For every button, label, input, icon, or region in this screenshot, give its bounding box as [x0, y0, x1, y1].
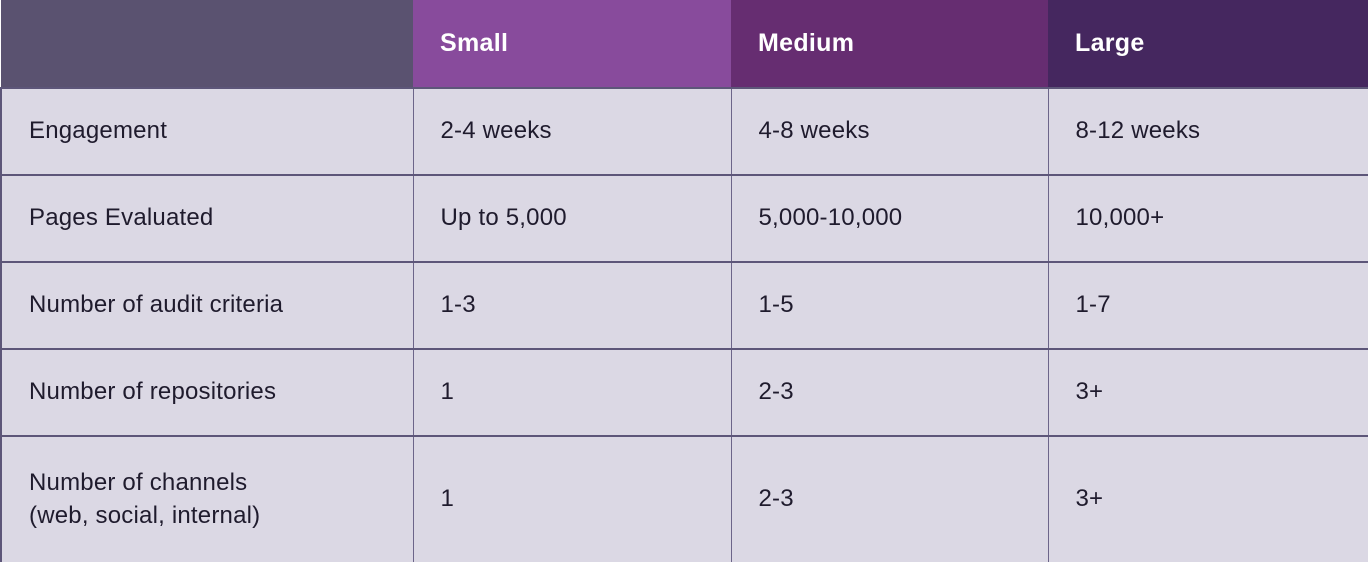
cell-small: Up to 5,000 [412, 174, 732, 263]
cell-medium: 4-8 weeks [730, 87, 1049, 176]
cell-medium: 2-3 [730, 348, 1049, 437]
cell-small: 1-3 [412, 261, 732, 350]
column-header-small: Small [413, 0, 731, 88]
row-label: Pages Evaluated [0, 174, 414, 263]
cell-large: 1-7 [1047, 261, 1368, 350]
cell-large: 8-12 weeks [1047, 87, 1368, 176]
table-row-repositories: Number of repositories 1 2-3 3+ [0, 348, 1368, 437]
row-label: Number of audit criteria [0, 261, 414, 350]
row-label: Number of channels (web, social, interna… [0, 435, 414, 562]
header-row: Small Medium Large [1, 0, 1368, 88]
cell-large: 10,000+ [1047, 174, 1368, 263]
column-header-medium: Medium [731, 0, 1048, 88]
cell-small: 1 [412, 435, 732, 562]
table-row-pages-evaluated: Pages Evaluated Up to 5,000 5,000-10,000… [0, 174, 1368, 263]
cell-medium: 1-5 [730, 261, 1049, 350]
cell-medium: 2-3 [730, 435, 1049, 562]
table-row-engagement: Engagement 2-4 weeks 4-8 weeks 8-12 week… [0, 87, 1368, 176]
cell-small: 2-4 weeks [412, 87, 732, 176]
cell-large: 3+ [1047, 348, 1368, 437]
cell-medium: 5,000-10,000 [730, 174, 1049, 263]
table-row-audit-criteria: Number of audit criteria 1-3 1-5 1-7 [0, 261, 1368, 350]
cell-large: 3+ [1047, 435, 1368, 562]
row-label: Engagement [0, 87, 414, 176]
column-header-large: Large [1048, 0, 1368, 88]
table-row-channels: Number of channels (web, social, interna… [0, 435, 1368, 562]
column-header-blank [1, 0, 413, 88]
row-label: Number of repositories [0, 348, 414, 437]
cell-small: 1 [412, 348, 732, 437]
